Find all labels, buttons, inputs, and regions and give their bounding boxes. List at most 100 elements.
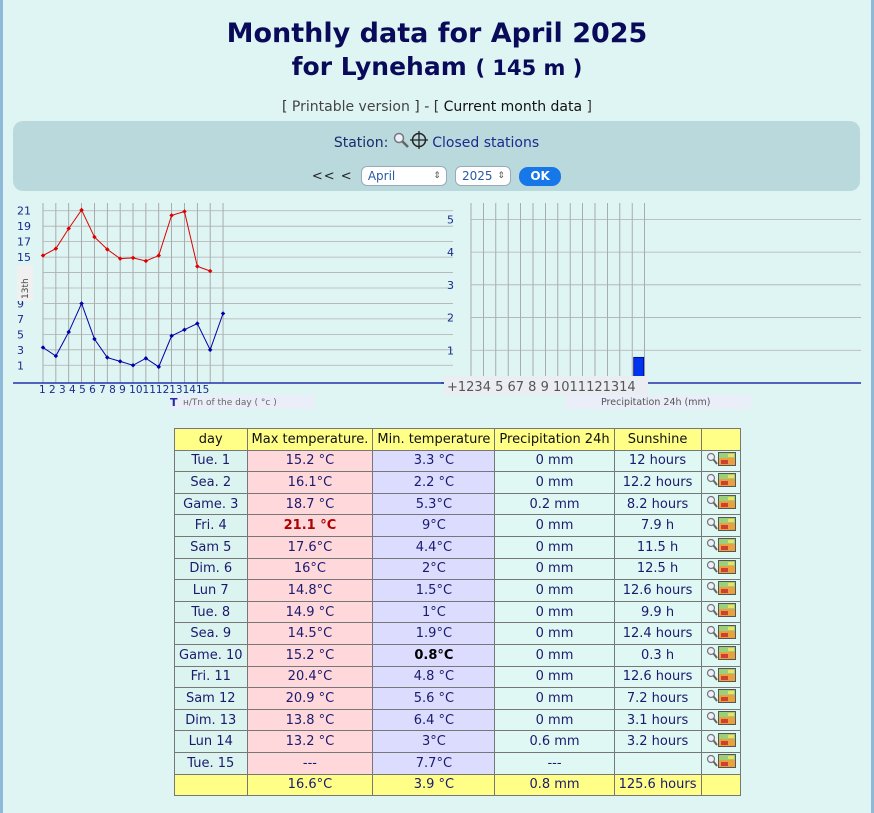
zoom-icon[interactable] xyxy=(706,560,718,578)
cell-prec-value: 0 mm xyxy=(535,453,574,469)
cell-day: Dim. 6 xyxy=(174,557,248,581)
printable-version-link[interactable]: Printable version xyxy=(291,99,410,115)
cell-prec-value: 0.2 mm xyxy=(529,496,580,512)
prec-y-tick: 4 xyxy=(447,246,454,259)
zoom-icon[interactable] xyxy=(706,603,718,621)
cell-sun-value: 3.2 hours xyxy=(626,734,689,750)
cell-sun-value: 0.3 h xyxy=(641,647,675,663)
cell-icons xyxy=(700,622,741,645)
cell-min-value: 7.7°C xyxy=(415,755,453,771)
zoom-icon[interactable] xyxy=(706,581,718,599)
weather-map-icon[interactable] xyxy=(717,495,736,513)
weather-map-icon[interactable] xyxy=(717,689,736,707)
zoom-icon[interactable] xyxy=(706,473,718,491)
prec-x-ticks-bg xyxy=(444,376,648,395)
page-title-line2: for Lyneham ( 145 m ) xyxy=(3,52,871,81)
cell-sun-value: 7.2 hours xyxy=(626,690,689,706)
year-select[interactable]: 2025 ⇕ xyxy=(454,166,511,186)
footer-min: 3.9 °C xyxy=(372,773,496,797)
zoom-icon[interactable] xyxy=(706,733,718,751)
weather-map-icon[interactable] xyxy=(717,732,736,751)
cell-prec-value: 0 mm xyxy=(535,474,574,490)
zoom-icon[interactable] xyxy=(706,538,718,556)
zoom-icon[interactable] xyxy=(706,646,718,664)
table-header-row: day Max temperature. Min. temperature Pr… xyxy=(174,428,741,451)
weather-map-icon[interactable] xyxy=(717,538,736,556)
cell-sun: 7.9 h xyxy=(613,514,702,537)
header-precipitation: Precipitation 24h xyxy=(494,428,615,451)
cell-day-value: Fri. 11 xyxy=(190,669,231,685)
cell-day-value: Dim. 6 xyxy=(189,561,233,577)
cell-min-value: 2°C xyxy=(421,561,446,577)
cell-prec: 0 mm xyxy=(494,471,615,494)
cell-min: 1.9°C xyxy=(372,622,496,645)
cell-sun: 0.3 h xyxy=(613,643,702,667)
zoom-icon[interactable] xyxy=(706,711,718,729)
cell-day: Game. 3 xyxy=(174,492,248,516)
cell-day-value: Game. 3 xyxy=(183,496,239,512)
cell-prec-value: 0 mm xyxy=(535,626,574,642)
magnifier-icon[interactable] xyxy=(393,132,410,149)
cell-prec-value: 0 mm xyxy=(535,690,574,706)
previous-month-link[interactable]: << < xyxy=(311,168,353,184)
cell-prec: 0 mm xyxy=(494,643,615,667)
cell-day: Game. 10 xyxy=(174,643,248,667)
cell-max: --- xyxy=(246,751,374,775)
cell-icons xyxy=(700,557,741,581)
table-row: Fri. 4 21.1 °C 9°C 0 mm 7.9 h xyxy=(174,514,741,537)
crosshair-icon[interactable] xyxy=(409,131,428,149)
station-line: Station: Closed stations xyxy=(13,131,860,151)
weather-map-icon[interactable] xyxy=(717,451,736,470)
cell-sun-value: 11.5 h xyxy=(636,539,679,555)
weather-map-icon[interactable] xyxy=(717,516,736,535)
temp-point xyxy=(220,311,226,316)
zoom-icon[interactable] xyxy=(706,495,718,513)
cell-day: Lun 14 xyxy=(174,730,248,753)
cell-prec: 0.2 mm xyxy=(494,492,615,516)
temp-x-ticks: 1 2 3 4 5 6 7 8 9 101112131415 xyxy=(39,384,209,396)
ok-button[interactable]: OK xyxy=(519,166,562,186)
cell-prec-value: 0.6 mm xyxy=(529,734,580,750)
month-select[interactable]: April ⇕ xyxy=(360,166,447,186)
cell-min: 0.8°C xyxy=(372,643,496,667)
precipitation-chart: 5 4 3 2 1 +1234 5 67 8 9 1011121314 Precipit… xyxy=(441,203,861,409)
closed-stations-link[interactable]: Closed stations xyxy=(432,135,540,151)
zoom-icon[interactable] xyxy=(706,452,718,470)
cell-day-value: Sam 5 xyxy=(190,539,232,555)
prec-x-ticks: +1234 5 67 8 9 1011121314 xyxy=(447,380,636,395)
cell-min: 3.3 °C xyxy=(372,449,496,473)
cell-min-value: 5.3°C xyxy=(415,496,453,512)
weather-map-icon[interactable] xyxy=(717,646,736,664)
zoom-icon[interactable] xyxy=(706,754,718,772)
weather-map-icon[interactable] xyxy=(717,624,736,643)
zoom-icon[interactable] xyxy=(706,517,718,535)
cell-sun: 3.1 hours xyxy=(613,708,702,732)
zoom-icon[interactable] xyxy=(706,625,718,643)
cell-icons xyxy=(700,708,741,732)
station-name: for Lyneham xyxy=(291,52,467,81)
weather-map-icon[interactable] xyxy=(717,667,736,686)
temp-y-tick: 3 xyxy=(17,344,24,357)
table-body: Tue. 1 15.2 °C 3.3 °C 0 mm 12 hours Sea. 2 16.… xyxy=(174,449,741,775)
zoom-icon[interactable] xyxy=(706,689,718,707)
weather-map-icon[interactable] xyxy=(717,473,736,491)
cell-min: 3°C xyxy=(372,730,496,753)
temp-point xyxy=(117,359,123,364)
weather-map-icon[interactable] xyxy=(717,559,736,578)
cell-max-value: 13.2 °C xyxy=(285,734,335,750)
weather-map-icon[interactable] xyxy=(717,581,736,599)
current-month-link[interactable]: Current month data xyxy=(443,99,583,115)
zoom-icon[interactable] xyxy=(706,668,718,686)
weather-map-icon[interactable] xyxy=(717,754,736,772)
header-sunshine: Sunshine xyxy=(613,428,702,451)
cell-sun-value: 7.9 h xyxy=(641,518,675,534)
cell-prec: 0 mm xyxy=(494,557,615,581)
month-select-value: April xyxy=(367,169,396,183)
cell-sun-value: 8.2 hours xyxy=(626,496,689,512)
cell-min-value: 3°C xyxy=(421,734,446,750)
cell-min: 4.4°C xyxy=(372,535,496,559)
weather-map-icon[interactable] xyxy=(717,711,736,729)
weather-map-icon[interactable] xyxy=(717,603,736,621)
cell-max: 16°C xyxy=(246,557,374,581)
cell-day-value: Sam 12 xyxy=(185,690,236,706)
